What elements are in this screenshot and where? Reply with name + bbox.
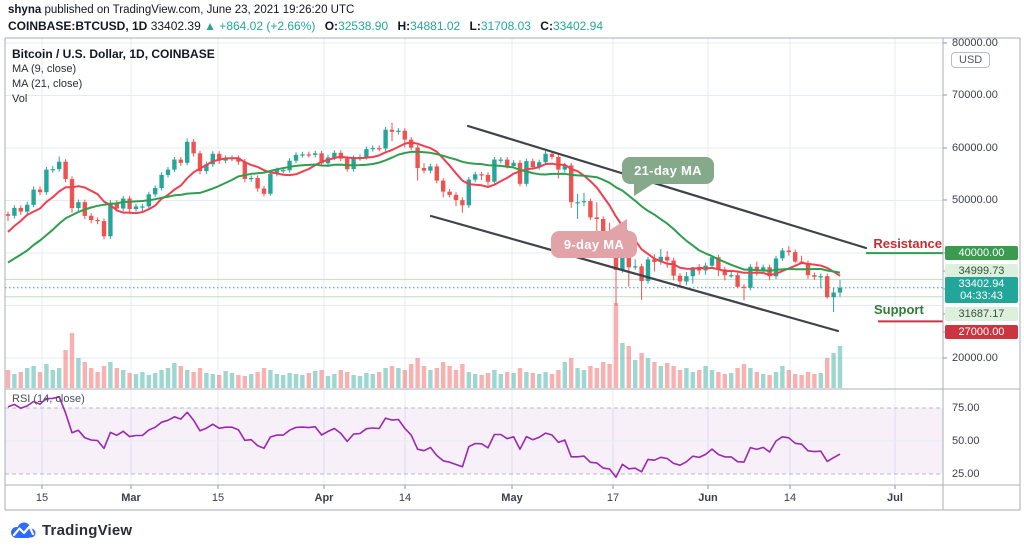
ma21-callout-tail	[634, 183, 654, 196]
price-level-badge: 27000.00	[945, 325, 1018, 339]
time-tick-label: 14	[783, 492, 797, 504]
price-tick-label: 60000.00	[952, 142, 998, 154]
time-tick-label: 17	[606, 492, 620, 504]
ma9-callout[interactable]: 9-day MA	[551, 219, 637, 258]
time-tick-label: Apr	[314, 492, 334, 504]
publish-info: shyna published on TradingView.com, June…	[8, 4, 354, 16]
rsi-tick-label: 75.00	[952, 402, 980, 414]
chart-legend: Bitcoin / U.S. Dollar, 1D, COINBASE MA (…	[12, 47, 215, 107]
time-axis[interactable]	[5, 485, 943, 510]
legend-symbol-title[interactable]: Bitcoin / U.S. Dollar, 1D, COINBASE	[12, 47, 215, 61]
price-level-badge: 33402.94 04:33:43	[945, 277, 1018, 303]
author-name: shyna	[8, 4, 42, 16]
close-label: C:	[540, 19, 553, 33]
last-price: 33402.39	[150, 19, 201, 33]
price-axis[interactable]	[943, 38, 1020, 485]
price-change: ▲ +864.02 (+2.66%)	[204, 19, 316, 33]
low-label: L:	[469, 19, 481, 33]
support-label[interactable]: Support	[874, 302, 924, 317]
ma21-callout[interactable]: 21-day MA	[622, 157, 714, 196]
legend-vol[interactable]: Vol	[12, 93, 28, 105]
time-tick-label: 15	[211, 492, 225, 504]
price-level-badge: 31687.17	[945, 307, 1018, 321]
time-tick-label: 15	[35, 492, 49, 504]
rsi-indicator-label[interactable]: RSI (14, close)	[12, 393, 85, 405]
ma21-callout-text: 21-day MA	[634, 163, 702, 178]
time-tick-label: Jun	[698, 492, 718, 504]
resistance-label[interactable]: Resistance	[873, 236, 942, 251]
open-label: O:	[324, 19, 339, 33]
ma9-callout-text: 9-day MA	[563, 237, 625, 252]
publish-text: published on TradingView.com, June 23, 2…	[44, 4, 355, 16]
price-tick-label: 70000.00	[952, 89, 998, 101]
rsi-pane[interactable]	[5, 389, 943, 485]
high-label: H:	[397, 19, 411, 33]
tradingview-logo-icon	[11, 522, 36, 538]
tradingview-footer-link[interactable]: TradingView	[10, 521, 132, 539]
price-unit-badge: USD	[951, 52, 991, 68]
tradingview-brand-text: TradingView	[42, 521, 133, 539]
low-value: 31708.03	[480, 19, 531, 33]
close-value: 33402.94	[552, 19, 604, 33]
symbol-status-line: COINBASE:BTCUSD, 1D 33402.39 ▲ +864.02 (…	[8, 19, 603, 33]
time-tick-label: Jul	[887, 492, 903, 504]
price-tick-label: 20000.00	[952, 352, 998, 364]
legend-ma9[interactable]: MA (9, close)	[12, 63, 77, 75]
price-tick-label: 80000.00	[952, 37, 998, 49]
rsi-tick-label: 25.00	[952, 468, 980, 480]
time-tick-label: Mar	[121, 492, 141, 504]
time-tick-label: 14	[398, 492, 412, 504]
time-tick-label: May	[501, 492, 523, 504]
price-level-badge: 40000.00	[945, 246, 1018, 260]
price-tick-label: 50000.00	[952, 194, 998, 206]
symbol-name: COINBASE:BTCUSD, 1D	[8, 19, 148, 33]
ma9-callout-tail	[607, 219, 627, 232]
open-value: 32538.90	[338, 19, 389, 33]
price-level-badge: 34999.73	[945, 264, 1018, 278]
rsi-tick-label: 50.00	[952, 435, 980, 447]
high-value: 34881.02	[410, 19, 461, 33]
legend-ma21[interactable]: MA (21, close)	[12, 78, 83, 90]
